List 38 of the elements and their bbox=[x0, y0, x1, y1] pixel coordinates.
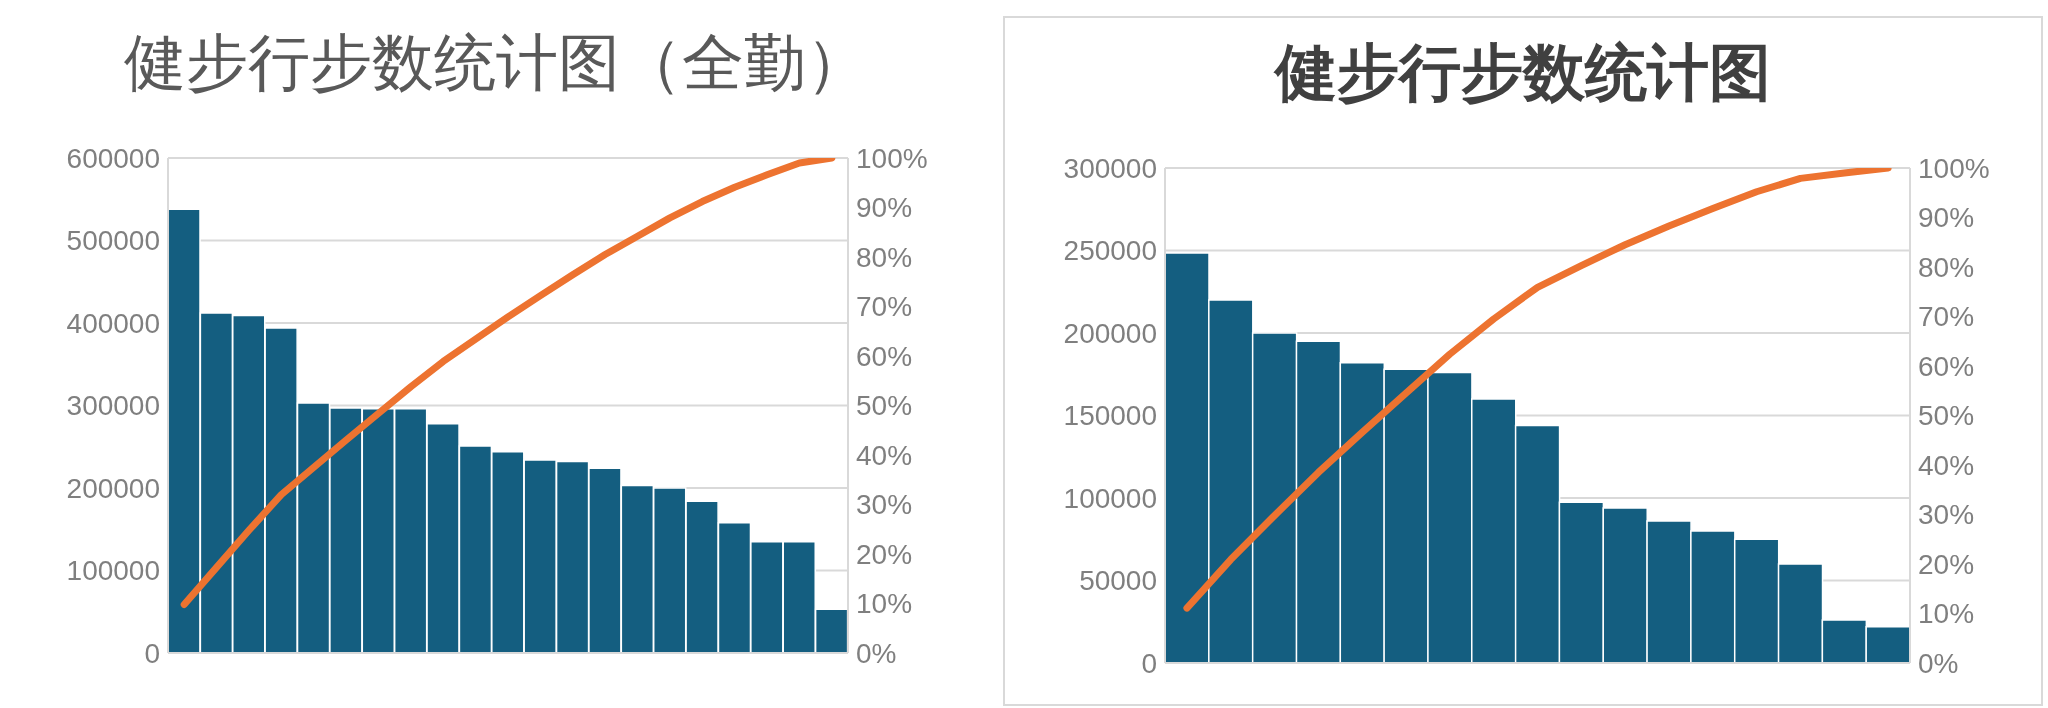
y-tick-label: 100000 bbox=[66, 555, 160, 587]
y2-tick-label: 10% bbox=[1918, 598, 1975, 630]
y2-tick-label: 20% bbox=[1918, 548, 1975, 580]
y2-tick-label: 50% bbox=[856, 390, 913, 422]
y-tick-label: 200000 bbox=[66, 472, 160, 504]
y-tick-label: 0 bbox=[1141, 647, 1157, 679]
y2-tick-label: 100% bbox=[856, 142, 928, 174]
y2-tick-label: 50% bbox=[1918, 400, 1975, 432]
chart-title: 健步行步数统计图（全勤） bbox=[122, 27, 869, 99]
y-tick-label: 300000 bbox=[66, 390, 160, 422]
y-tick-label: 200000 bbox=[1063, 317, 1157, 349]
y2-tick-label: 80% bbox=[856, 241, 913, 273]
y2-tick-label: 20% bbox=[856, 538, 913, 570]
y2-tick-label: 100% bbox=[1918, 152, 1990, 184]
y-tick-label: 400000 bbox=[66, 307, 160, 339]
y2-tick-label: 30% bbox=[856, 489, 913, 521]
y2-tick-label: 70% bbox=[1918, 301, 1975, 333]
y-tick-label: 300000 bbox=[1063, 152, 1157, 184]
y-tick-label: 150000 bbox=[1063, 400, 1157, 432]
y-tick-label: 0 bbox=[144, 637, 160, 669]
y2-tick-label: 10% bbox=[856, 588, 913, 620]
y2-tick-label: 40% bbox=[1918, 449, 1975, 481]
y2-tick-label: 60% bbox=[1918, 350, 1975, 382]
y2-tick-label: 60% bbox=[856, 340, 913, 372]
y2-tick-label: 80% bbox=[1918, 251, 1975, 283]
y2-tick-label: 40% bbox=[856, 439, 913, 471]
y2-tick-label: 90% bbox=[1918, 202, 1975, 234]
y2-tick-label: 90% bbox=[856, 192, 913, 224]
y-tick-label: 500000 bbox=[66, 225, 160, 257]
chart-title: 健步行步数统计图 bbox=[1272, 37, 1772, 109]
y2-tick-label: 30% bbox=[1918, 499, 1975, 531]
y-tick-label: 600000 bbox=[66, 142, 160, 174]
y-tick-label: 50000 bbox=[1079, 565, 1157, 597]
y2-tick-label: 70% bbox=[856, 291, 913, 323]
y2-tick-label: 0% bbox=[856, 637, 897, 669]
y-tick-label: 250000 bbox=[1063, 235, 1157, 267]
y-tick-label: 100000 bbox=[1063, 482, 1157, 514]
y2-tick-label: 0% bbox=[1918, 647, 1959, 679]
